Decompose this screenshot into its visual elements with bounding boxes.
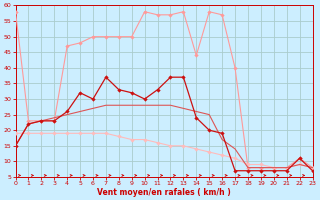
X-axis label: Vent moyen/en rafales ( km/h ): Vent moyen/en rafales ( km/h ) — [97, 188, 231, 197]
